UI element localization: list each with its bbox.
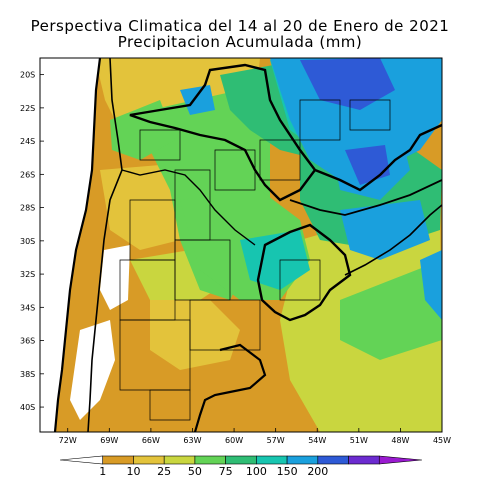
colorbar-label: 25 [157, 465, 171, 478]
precipitation-field [40, 58, 442, 432]
map-title-line2: Precipitacion Acumulada (mm) [117, 33, 363, 51]
colorbar-swatch [102, 455, 134, 465]
colorbar-label: 150 [277, 465, 298, 478]
lon-tick-label: 51W [350, 436, 368, 445]
lat-tick-label: 22S [20, 104, 35, 113]
lon-tick-label: 45W [433, 436, 451, 445]
lon-tick-label: 60W [225, 436, 243, 445]
colorbar-swatch [163, 455, 196, 465]
latitude-axis: 20S 22S 24S 26S 28S 30S 32S 34S 36S 38S 40S [20, 71, 44, 412]
lon-tick-label: 72W [59, 436, 77, 445]
colorbar-swatch [286, 455, 319, 465]
lat-tick-label: 28S [20, 204, 35, 213]
longitude-axis: 72W 69W 66W 63W 60W 57W 54W 51W 48W 45W [59, 428, 451, 445]
lon-tick-label: 69W [100, 436, 118, 445]
colorbar-label: 200 [307, 465, 328, 478]
lon-tick-label: 63W [183, 436, 201, 445]
map-frame [39, 57, 443, 433]
colorbar-label: 10 [126, 465, 140, 478]
lon-tick-label: 54W [308, 436, 326, 445]
colorbar-label: 75 [219, 465, 233, 478]
lat-tick-label: 30S [20, 237, 35, 246]
lat-tick-label: 26S [20, 170, 35, 179]
lat-tick-label: 38S [20, 370, 35, 379]
lat-tick-label: 36S [20, 337, 35, 346]
lon-tick-label: 48W [391, 436, 409, 445]
lat-tick-label: 24S [20, 137, 35, 146]
colorbar-swatch [133, 455, 165, 465]
colorbar-label: 1 [99, 465, 106, 478]
lat-tick-label: 40S [20, 403, 35, 412]
colorbar-swatch [256, 455, 288, 465]
colorbar-swatch [348, 455, 380, 465]
lon-tick-label: 66W [142, 436, 160, 445]
colorbar-swatch [59, 455, 104, 465]
colorbar-swatch [378, 455, 423, 465]
lat-tick-label: 32S [20, 270, 35, 279]
colorbar-swatch [194, 455, 226, 465]
lon-tick-label: 57W [267, 436, 285, 445]
map-title-line1: Perspectiva Climatica del 14 al 20 de En… [30, 17, 450, 35]
colorbar-swatch [317, 455, 349, 465]
colorbar: 1 10 25 50 75 100 150 200 [59, 455, 423, 478]
colorbar-swatch [225, 455, 257, 465]
colorbar-label: 50 [188, 465, 202, 478]
colorbar-label: 100 [246, 465, 267, 478]
lat-tick-label: 20S [20, 71, 35, 80]
lat-tick-label: 34S [20, 303, 35, 312]
